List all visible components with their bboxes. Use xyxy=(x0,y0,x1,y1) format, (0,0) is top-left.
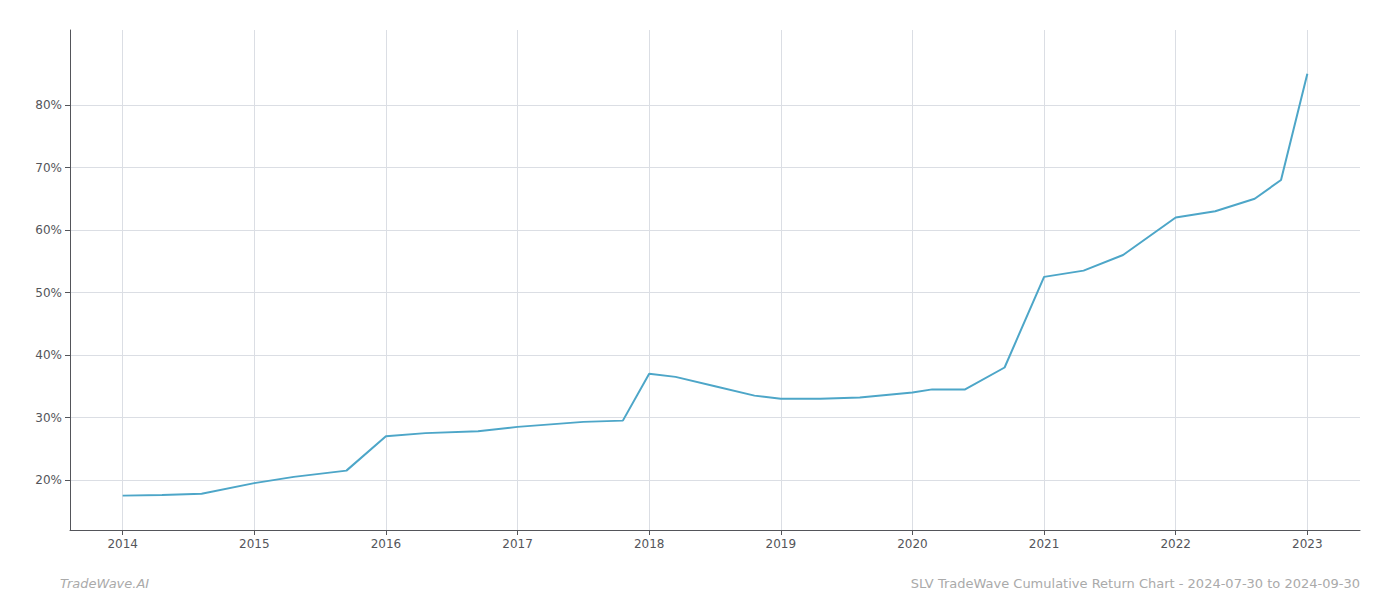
svg-text:2016: 2016 xyxy=(371,537,402,551)
svg-text:2022: 2022 xyxy=(1160,537,1191,551)
svg-text:SLV TradeWave Cumulative Retur: SLV TradeWave Cumulative Return Chart - … xyxy=(911,576,1360,591)
svg-text:TradeWave.AI: TradeWave.AI xyxy=(60,576,149,591)
svg-text:50%: 50% xyxy=(35,286,62,300)
svg-text:2014: 2014 xyxy=(107,537,138,551)
svg-text:80%: 80% xyxy=(35,98,62,112)
svg-text:60%: 60% xyxy=(35,223,62,237)
svg-text:2021: 2021 xyxy=(1029,537,1060,551)
svg-text:2023: 2023 xyxy=(1292,537,1323,551)
svg-text:2020: 2020 xyxy=(897,537,928,551)
svg-text:20%: 20% xyxy=(35,473,62,487)
svg-text:70%: 70% xyxy=(35,161,62,175)
svg-text:2017: 2017 xyxy=(502,537,533,551)
svg-text:2018: 2018 xyxy=(634,537,665,551)
svg-text:2019: 2019 xyxy=(766,537,797,551)
svg-text:30%: 30% xyxy=(35,411,62,425)
svg-text:2015: 2015 xyxy=(239,537,270,551)
svg-text:40%: 40% xyxy=(35,348,62,362)
